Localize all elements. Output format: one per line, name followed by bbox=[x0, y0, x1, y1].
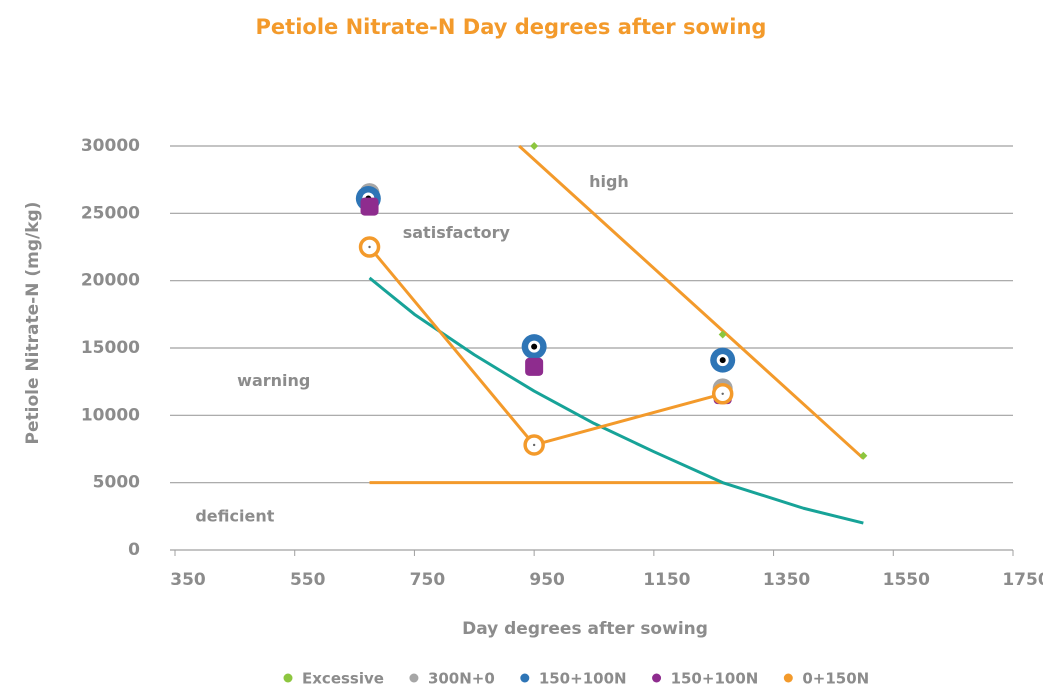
legend-swatch bbox=[652, 673, 662, 683]
annotation: warning bbox=[237, 371, 310, 390]
data-point bbox=[358, 236, 381, 258]
x-axis-label: Day degrees after sowing bbox=[462, 619, 708, 639]
annotation: high bbox=[589, 172, 629, 191]
annotation: deficient bbox=[195, 507, 274, 526]
marker-dot bbox=[721, 392, 724, 395]
y-tick-label: 15000 bbox=[81, 338, 140, 358]
reference-line bbox=[518, 144, 865, 460]
x-tick-label: 750 bbox=[410, 570, 446, 590]
data-point bbox=[360, 197, 379, 216]
marker bbox=[530, 142, 539, 150]
annotation: satisfactory bbox=[403, 223, 511, 242]
marker-dot bbox=[368, 245, 371, 249]
marker-dot bbox=[719, 357, 726, 364]
x-tick-label: 350 bbox=[170, 570, 206, 590]
data-point bbox=[710, 347, 736, 373]
data-point bbox=[525, 357, 544, 376]
reference-line bbox=[368, 276, 864, 525]
x-tick-label: 1750 bbox=[1002, 570, 1043, 590]
x-tick-label: 1550 bbox=[883, 570, 930, 590]
y-tick-label: 20000 bbox=[81, 271, 140, 291]
x-tick-label: 550 bbox=[290, 570, 326, 590]
y-tick-label: 25000 bbox=[81, 203, 140, 223]
data-point bbox=[523, 434, 545, 456]
legend-swatch bbox=[520, 673, 530, 683]
y-tick-label: 30000 bbox=[81, 136, 140, 156]
legend-label: 300N+0 bbox=[428, 670, 495, 688]
legend-swatch bbox=[409, 673, 419, 683]
y-axis-label: Petiole Nitrate-N (mg/kg) bbox=[23, 202, 43, 445]
x-tick-label: 1350 bbox=[763, 570, 810, 590]
legend-label: 0+150N bbox=[802, 670, 869, 688]
marker-dot bbox=[532, 443, 536, 447]
legend-label: 150+100N bbox=[671, 670, 759, 688]
data-point bbox=[718, 330, 727, 339]
legend-label: 150+100N bbox=[539, 670, 627, 688]
data-point bbox=[859, 451, 868, 460]
data-point bbox=[530, 142, 539, 150]
marker bbox=[859, 451, 868, 460]
marker bbox=[360, 197, 379, 216]
y-tick-label: 10000 bbox=[81, 405, 140, 425]
legend-swatch bbox=[283, 673, 293, 683]
x-tick-label: 950 bbox=[529, 570, 565, 590]
data-point bbox=[711, 383, 734, 405]
x-tick-label: 1150 bbox=[643, 570, 690, 590]
chart-title: Petiole Nitrate-N Day degrees after sowi… bbox=[256, 15, 767, 39]
marker-dot bbox=[531, 343, 538, 350]
marker bbox=[525, 357, 544, 376]
marker bbox=[718, 330, 727, 339]
legend-swatch bbox=[783, 673, 793, 683]
legend-label: Excessive bbox=[302, 670, 384, 688]
y-tick-label: 0 bbox=[128, 540, 140, 560]
data-point bbox=[521, 334, 547, 360]
y-tick-label: 5000 bbox=[93, 473, 140, 493]
